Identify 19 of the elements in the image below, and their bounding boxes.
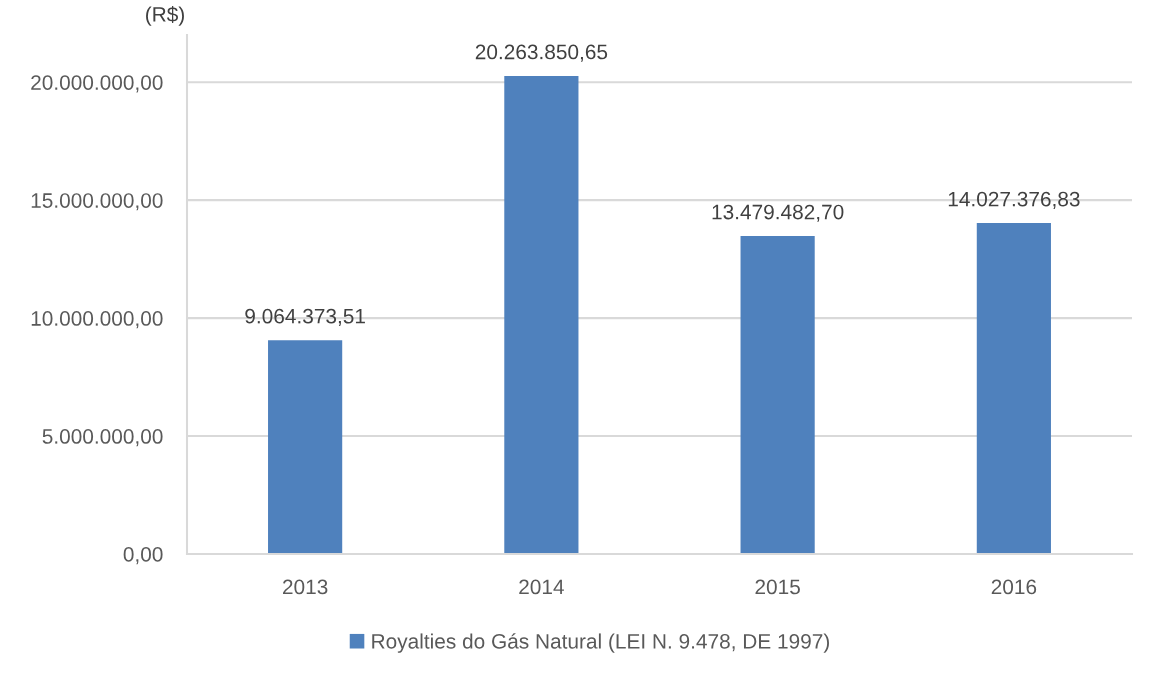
- data-label: 13.479.482,70: [712, 204, 844, 222]
- bar: [976, 223, 1051, 554]
- data-label: 14.027.376,83: [948, 191, 1080, 209]
- bar: [740, 236, 815, 554]
- bar: [268, 340, 343, 554]
- x-tick-label: 2016: [991, 579, 1037, 595]
- x-tick-label: 2015: [755, 579, 800, 595]
- bar: [504, 75, 579, 554]
- data-label: 9.064.373,51: [245, 308, 365, 327]
- data-label: 20.263.850,65: [475, 44, 608, 62]
- y-tick-label: 20.000.000,00: [31, 75, 163, 93]
- y-tick-label: 0,00: [123, 547, 163, 565]
- x-tick-label: 2013: [283, 579, 328, 595]
- legend-label: Royalties do Gás Natural (LEI N. 9.478, DE 1997): [372, 633, 829, 653]
- x-tick-label: 2014: [519, 579, 564, 595]
- y-tick-label: 10.000.000,00: [31, 311, 163, 329]
- y-tick-label: 15.000.000,00: [31, 193, 163, 211]
- y-tick-label: 5.000.000,00: [42, 429, 163, 447]
- chart-title: (R$): [146, 6, 184, 26]
